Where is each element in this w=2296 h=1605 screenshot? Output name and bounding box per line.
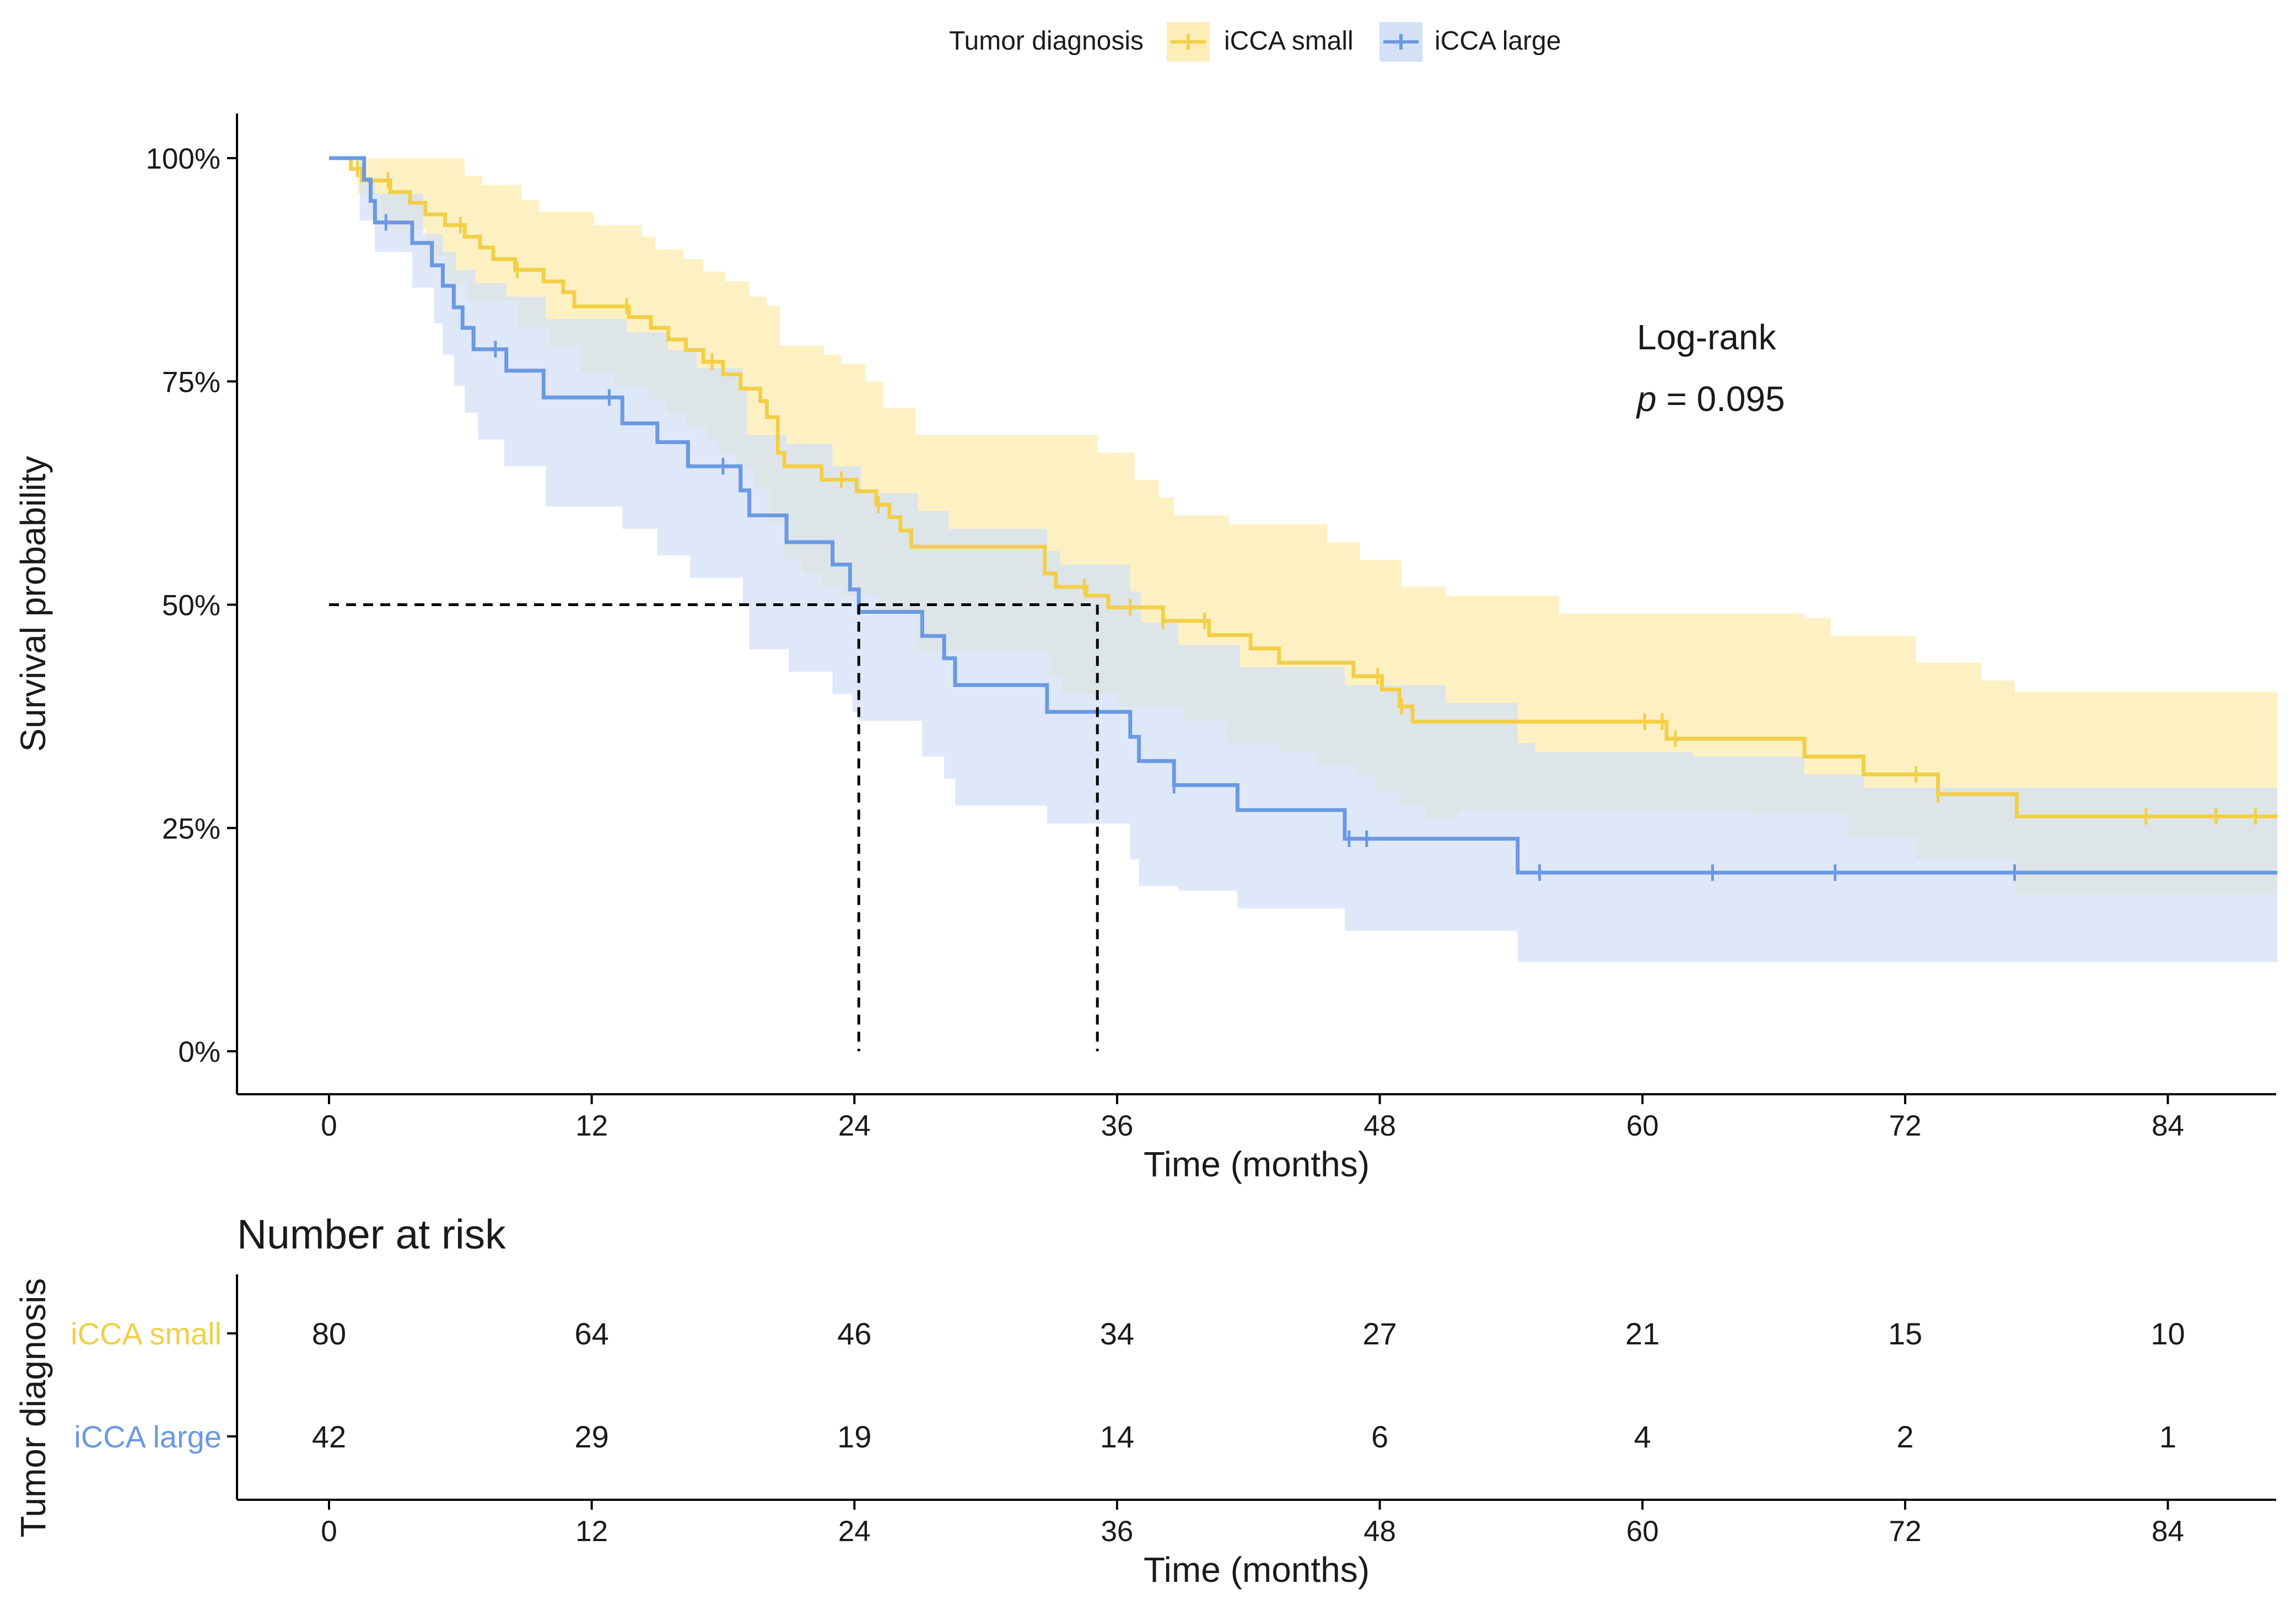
x-axis-title: Time (months) (1144, 1144, 1370, 1184)
legend-key-large (1379, 22, 1422, 62)
censor-marks (356, 160, 2257, 881)
y-tick-label: 50% (162, 590, 220, 622)
risk-x-axis-title: Time (months) (1144, 1550, 1370, 1590)
risk-x-tick-label: 72 (1889, 1515, 1921, 1548)
risk-x-tick-label: 60 (1626, 1515, 1659, 1548)
risk-cell-small: 15 (1888, 1316, 1922, 1351)
y-tick-label: 25% (162, 813, 220, 845)
risk-table-title: Number at risk (237, 1211, 506, 1257)
y-tick-label: 100% (145, 143, 220, 175)
risk-cell-small: 34 (1100, 1316, 1134, 1351)
risk-x-tick-label: 24 (838, 1515, 871, 1548)
risk-cell-large: 42 (312, 1419, 346, 1454)
survival-plot: 0% 25% 50% 75% 100% 0 12 24 36 48 60 72 84 Time (mo… (13, 114, 2278, 1184)
risk-x-tick-label: 48 (1363, 1515, 1396, 1548)
risk-x-tick-label: 12 (575, 1515, 608, 1548)
x-tick-label: 60 (1626, 1110, 1659, 1142)
risk-row-label-large: iCCA large (74, 1419, 222, 1454)
risk-cell-small: 21 (1625, 1316, 1659, 1351)
y-tick-label: 0% (178, 1036, 220, 1068)
risk-x-tick-label: 84 (2152, 1515, 2184, 1548)
logrank-p-symbol: p (1636, 379, 1657, 419)
legend-label-large: iCCA large (1435, 26, 1561, 56)
x-tick-label: 24 (838, 1110, 871, 1142)
x-tick-label: 36 (1101, 1110, 1133, 1142)
logrank-label: Log-rank (1637, 317, 1777, 357)
median-reference-lines (329, 603, 1099, 1051)
risk-cell-large: 4 (1634, 1419, 1651, 1454)
x-axis-ticks: 0 12 24 36 48 60 72 84 (321, 1094, 2184, 1142)
x-tick-label: 84 (2152, 1110, 2184, 1142)
logrank-annotation: Log-rank p = 0.095 (1636, 317, 1785, 419)
risk-table: Number at risk Tumor diagnosis iCCA smal… (13, 1211, 2276, 1590)
x-tick-label: 72 (1889, 1110, 1921, 1142)
y-axis-ticks: 0% 25% 50% 75% 100% (145, 143, 237, 1068)
risk-cell-large: 6 (1371, 1419, 1388, 1454)
risk-cell-small: 46 (837, 1316, 871, 1351)
legend: Tumor diagnosis iCCA small iCCA large (949, 22, 1561, 62)
y-axis-title: Survival probability (13, 456, 53, 752)
risk-cell-large: 14 (1100, 1419, 1134, 1454)
survival-curves (329, 156, 2278, 875)
risk-table-y-title: Tumor diagnosis (13, 1278, 53, 1538)
logrank-p-value: = 0.095 (1666, 379, 1785, 419)
risk-cell-small: 10 (2151, 1316, 2185, 1351)
logrank-p: p = 0.095 (1636, 379, 1785, 419)
x-tick-label: 48 (1363, 1110, 1396, 1142)
survival-curve-small (329, 156, 2278, 819)
y-tick-label: 75% (162, 366, 220, 398)
legend-title: Tumor diagnosis (949, 26, 1144, 56)
legend-key-small (1167, 22, 1210, 62)
legend-label-small: iCCA small (1224, 26, 1354, 56)
risk-cell-large: 1 (2159, 1419, 2176, 1454)
survival-curve-large (329, 156, 2278, 875)
x-tick-label: 0 (321, 1110, 337, 1142)
risk-row-label-small: iCCA small (71, 1316, 222, 1351)
confidence-bands (329, 158, 2278, 962)
risk-cell-small: 64 (574, 1316, 608, 1351)
ci-band-large (329, 158, 2278, 962)
risk-cell-small: 80 (312, 1316, 346, 1351)
x-tick-label: 12 (575, 1110, 608, 1142)
risk-cell-large: 2 (1896, 1419, 1914, 1454)
risk-cell-large: 29 (574, 1419, 608, 1454)
risk-x-tick-label: 0 (321, 1515, 337, 1548)
risk-cell-small: 27 (1362, 1316, 1397, 1351)
risk-x-axis-ticks: 0 12 24 36 48 60 72 84 (321, 1500, 2184, 1548)
risk-cell-large: 19 (837, 1419, 871, 1454)
risk-x-tick-label: 36 (1101, 1515, 1133, 1548)
ci-band-small (329, 158, 2278, 895)
